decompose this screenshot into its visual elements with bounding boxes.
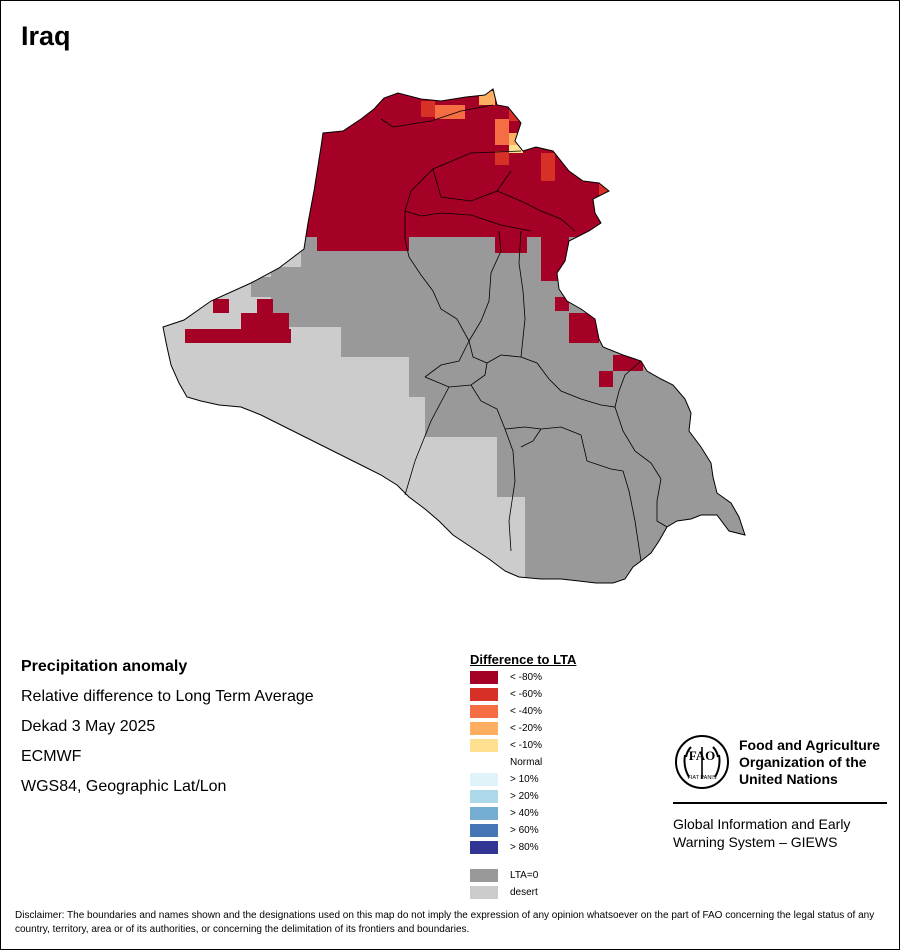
- legend-label: > 60%: [510, 825, 539, 836]
- giews-name: Global Information and Early Warning Sys…: [673, 816, 851, 850]
- legend-item: > 20%: [470, 790, 539, 803]
- map-info: Precipitation anomaly Relative differenc…: [21, 657, 314, 807]
- legend-label: > 20%: [510, 791, 539, 802]
- disclaimer: Disclaimer: The boundaries and names sho…: [15, 910, 875, 935]
- legend-label: < -20%: [510, 723, 542, 734]
- legend-item: LTA=0: [470, 869, 538, 882]
- legend-item: > 80%: [470, 841, 539, 854]
- legend-swatch: [470, 824, 498, 837]
- legend-label: Normal: [510, 757, 543, 768]
- legend-label: < -10%: [510, 740, 542, 751]
- legend-label: < -60%: [510, 689, 542, 700]
- country-border: [162, 88, 746, 584]
- legend-swatch: [470, 722, 498, 735]
- fao-divider: [673, 802, 887, 804]
- legend-swatch: [470, 886, 498, 899]
- legend-item: < -10%: [470, 739, 542, 752]
- legend-label: < -80%: [510, 672, 542, 683]
- legend-item: < -20%: [470, 722, 542, 735]
- legend-label: desert: [510, 887, 538, 898]
- legend-item: > 40%: [470, 807, 539, 820]
- legend-item: < -80%: [470, 671, 542, 684]
- legend-label: > 10%: [510, 774, 539, 785]
- legend-swatch: [470, 807, 498, 820]
- province-boundaries: [380, 104, 668, 562]
- info-heading: Precipitation anomaly: [21, 658, 188, 675]
- fao-org-name: Food and Agriculture Organization of the…: [739, 737, 881, 787]
- legend: Difference to LTA < -80% < -60% < -40% < -2…: [470, 652, 577, 899]
- legend-label: > 80%: [510, 842, 539, 853]
- legend-swatch: [470, 739, 498, 752]
- iraq-map: [162, 88, 746, 584]
- legend-item: desert: [470, 886, 538, 899]
- legend-swatch: [470, 790, 498, 803]
- legend-item: > 10%: [470, 773, 539, 786]
- legend-item: < -60%: [470, 688, 542, 701]
- info-projection: WGS84, Geographic Lat/Lon: [21, 778, 227, 795]
- fao-emblem-icon: FAO FIAT PANIS: [675, 735, 729, 789]
- legend-title: Difference to LTA: [470, 652, 577, 667]
- legend-item: < -40%: [470, 705, 542, 718]
- legend-label: LTA=0: [510, 870, 539, 881]
- map-title: Iraq: [21, 21, 71, 51]
- legend-item: Normal: [470, 756, 542, 769]
- info-source: ECMWF: [21, 748, 82, 765]
- info-subtitle: Relative difference to Long Term Average: [21, 688, 314, 705]
- info-period: Dekad 3 May 2025: [21, 718, 156, 735]
- legend-label: < -40%: [510, 706, 542, 717]
- legend-swatch: [470, 688, 498, 701]
- legend-swatch: [470, 841, 498, 854]
- legend-swatch: [470, 756, 498, 769]
- emblem-motto: FIAT PANIS: [687, 775, 716, 781]
- legend-swatch: [470, 869, 498, 882]
- legend-swatch: [470, 671, 498, 684]
- legend-swatch: [470, 773, 498, 786]
- legend-item: > 60%: [470, 824, 539, 837]
- legend-swatch: [470, 705, 498, 718]
- legend-label: > 40%: [510, 808, 539, 819]
